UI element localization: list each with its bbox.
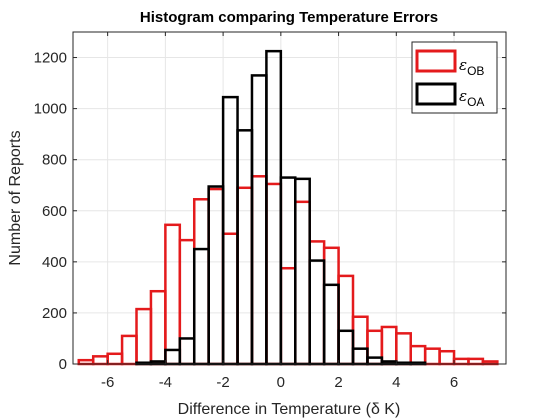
legend-label-ob-symbol: ε	[459, 56, 467, 74]
legend-label-oa-subscript: OA	[467, 95, 484, 109]
legend-label-oa-symbol: ε	[459, 87, 467, 105]
axis-ticks: -6 -4 -2 0 2 4 6 0 200 400 600 800 1000 1200	[34, 32, 506, 391]
legend-label-ob-subscript: OB	[467, 64, 484, 78]
x-axis-label: Difference in Temperature (δ K)	[178, 401, 401, 418]
x-tick-label: -6	[101, 374, 114, 391]
legend-swatch-oa	[415, 82, 457, 106]
legend: εOB εOA	[411, 41, 498, 114]
y-tick-label: 600	[42, 203, 67, 220]
y-tick-label: 1000	[34, 101, 67, 118]
legend-swatch-ob	[415, 49, 457, 73]
y-tick-label: 400	[42, 254, 67, 271]
y-axis-label: Number of Reports	[7, 130, 24, 265]
x-tick-label: 6	[450, 374, 458, 391]
x-tick-label: 0	[277, 374, 285, 391]
legend-label-ob: εOB	[459, 56, 484, 78]
y-tick-label: 1200	[34, 50, 67, 67]
x-tick-label: 2	[334, 374, 342, 391]
x-tick-label: -2	[216, 374, 229, 391]
x-tick-label: -4	[159, 374, 172, 391]
plot-area-frame	[72, 31, 507, 365]
legend-label-oa: εOA	[459, 87, 484, 109]
y-tick-label: 200	[42, 305, 67, 322]
y-tick-label: 0	[59, 356, 67, 373]
x-tick-label: 4	[392, 374, 400, 391]
chart-title: Histogram comparing Temperature Errors	[140, 9, 438, 26]
y-tick-label: 800	[42, 152, 67, 169]
